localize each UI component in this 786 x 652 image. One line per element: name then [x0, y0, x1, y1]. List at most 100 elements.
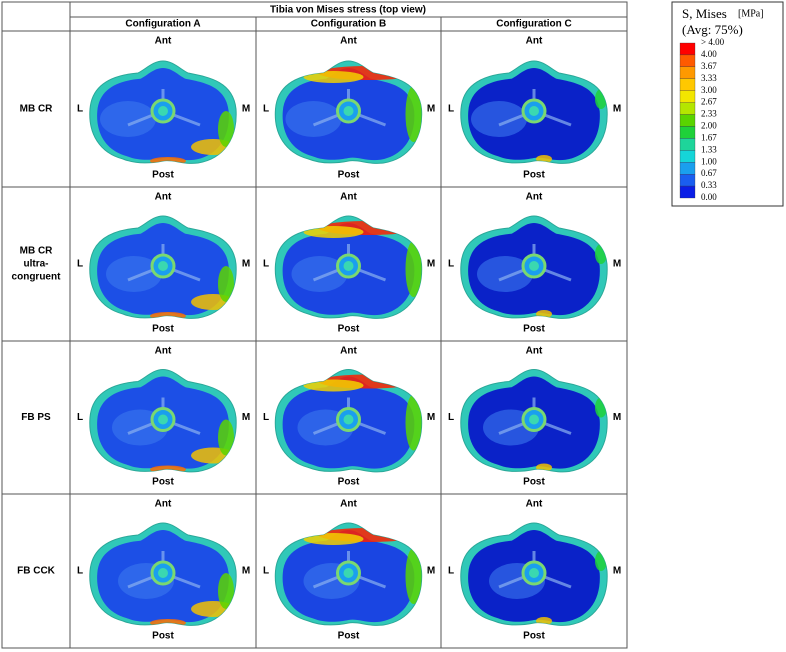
medial-label: M	[427, 259, 435, 270]
tibia-plot	[89, 368, 237, 473]
legend-label: 1.67	[701, 132, 717, 142]
anterior-label: Ant	[340, 346, 357, 357]
stress-region	[477, 256, 533, 292]
lateral-label: L	[263, 259, 269, 270]
posterior-label: Post	[523, 324, 545, 335]
legend-label: 1.33	[701, 144, 717, 154]
stress-hotspot	[218, 111, 234, 147]
stress-hotspot	[536, 310, 552, 318]
legend-label: 2.67	[701, 97, 717, 107]
tibia-post-core	[158, 414, 168, 425]
lateral-label: L	[77, 566, 83, 577]
medial-label: M	[242, 104, 250, 115]
anterior-label: Ant	[340, 499, 357, 510]
anterior-label: Ant	[155, 36, 172, 47]
row-header: FB PS	[21, 412, 51, 423]
stress-region	[100, 101, 156, 137]
stress-hotspot	[405, 241, 422, 297]
legend-unit: [MPa]	[738, 8, 764, 19]
tibia-plot	[274, 60, 423, 164]
stress-hotspot	[218, 573, 234, 609]
stress-hotspot	[303, 379, 364, 392]
posterior-label: Post	[338, 477, 360, 488]
stress-hotspot	[405, 394, 422, 451]
anterior-label: Ant	[155, 499, 172, 510]
lateral-label: L	[77, 259, 83, 270]
row-header: congruent	[12, 272, 62, 283]
legend-label: 3.33	[701, 73, 717, 83]
legend-label: 4.00	[701, 49, 717, 59]
tibia-plot	[274, 368, 423, 473]
tibia-post-core	[529, 414, 539, 425]
column-header: Configuration B	[311, 19, 387, 30]
legend-title: S, Mises	[682, 6, 727, 21]
tibia-plot	[274, 215, 423, 319]
anterior-label: Ant	[155, 192, 172, 203]
legend-swatch	[679, 114, 696, 127]
medial-label: M	[427, 104, 435, 115]
lateral-label: L	[77, 412, 83, 423]
anterior-label: Ant	[526, 36, 543, 47]
table-border	[1, 1, 628, 649]
lateral-label: L	[263, 566, 269, 577]
posterior-label: Post	[523, 170, 545, 181]
tibia-post-core	[158, 261, 168, 271]
lateral-label: L	[448, 412, 454, 423]
tibia-post-core	[343, 568, 354, 578]
tibia-post-core	[529, 106, 539, 116]
legend-label: 2.00	[701, 121, 717, 131]
anterior-label: Ant	[526, 499, 543, 510]
stress-hotspot	[536, 155, 552, 163]
legend-swatch	[679, 138, 696, 151]
tibia-post-core	[343, 106, 354, 116]
medial-label: M	[427, 566, 435, 577]
stress-hotspot	[303, 71, 364, 83]
posterior-label: Post	[338, 631, 360, 642]
medial-label: M	[613, 412, 621, 423]
stress-region	[285, 101, 342, 137]
tibia-post-core	[529, 261, 539, 271]
tibia-plot	[460, 60, 608, 164]
tibia-post-core	[343, 261, 354, 271]
tibia-plot	[460, 368, 608, 473]
anterior-label: Ant	[340, 36, 357, 47]
legend-label: 2.33	[701, 109, 717, 119]
legend-swatch	[679, 90, 696, 103]
legend-swatch	[679, 162, 696, 175]
stress-hotspot	[536, 617, 552, 625]
posterior-label: Post	[338, 170, 360, 181]
stress-hotspot	[536, 463, 552, 472]
posterior-label: Post	[152, 170, 174, 181]
legend-swatch	[679, 102, 696, 115]
legend-swatch	[679, 66, 696, 79]
row-header: FB CCK	[17, 566, 56, 577]
legend-label: 0.00	[701, 192, 717, 202]
anterior-label: Ant	[155, 346, 172, 357]
stress-hotspot	[303, 533, 364, 545]
legend-label: 3.00	[701, 85, 717, 95]
table-title: Tibia von Mises stress (top view)	[270, 5, 426, 16]
tibia-stress	[468, 223, 607, 318]
legend-label: 3.67	[701, 61, 717, 71]
legend-swatch	[679, 174, 696, 187]
stress-hotspot	[405, 548, 422, 604]
posterior-label: Post	[338, 324, 360, 335]
legend-label: 1.00	[701, 156, 717, 166]
legend-swatch	[679, 185, 696, 199]
posterior-label: Post	[523, 477, 545, 488]
legend-subtitle: (Avg: 75%)	[682, 22, 743, 37]
lateral-label: L	[448, 259, 454, 270]
posterior-label: Post	[523, 631, 545, 642]
medial-label: M	[613, 259, 621, 270]
anterior-label: Ant	[526, 346, 543, 357]
tibia-plot	[460, 522, 608, 626]
medial-label: M	[242, 566, 250, 577]
anterior-label: Ant	[340, 192, 357, 203]
tibia-post-core	[343, 414, 354, 425]
stress-region	[291, 256, 348, 292]
legend-swatch	[679, 150, 696, 163]
column-header: Configuration C	[496, 19, 572, 30]
stress-region	[471, 101, 527, 137]
row-header: MB CR	[20, 246, 54, 257]
